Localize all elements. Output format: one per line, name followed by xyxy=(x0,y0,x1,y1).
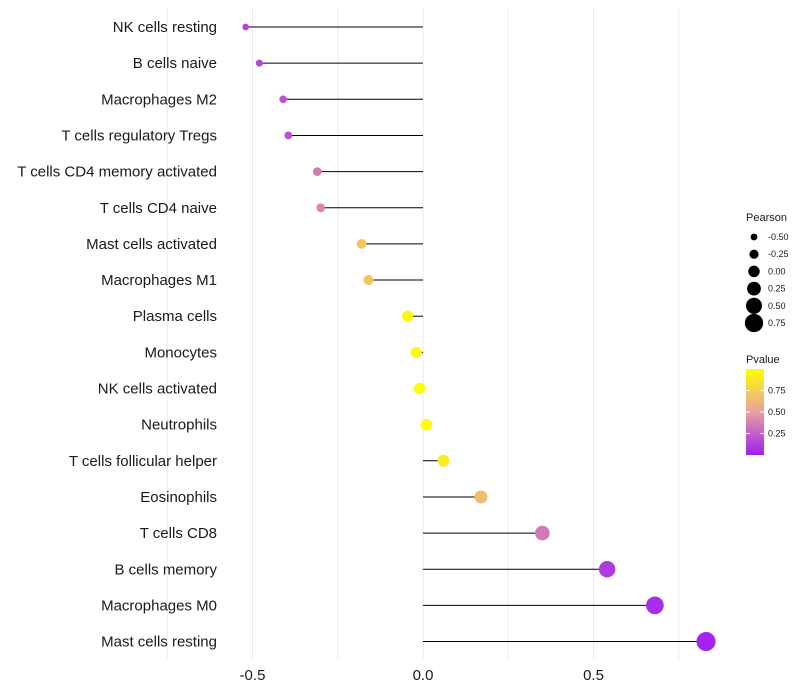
data-point xyxy=(598,561,616,578)
legend-pvalue: Pvalue 0.25 0.50 0.75 xyxy=(746,354,786,455)
category-label: NK cells activated xyxy=(98,381,217,398)
category-label: T cells regulatory Tregs xyxy=(61,127,217,144)
category-label: Mast cells resting xyxy=(101,634,217,651)
legend-pearson-label: -0.50 xyxy=(768,232,789,242)
legend-pvalue-title: Pvalue xyxy=(746,354,780,366)
legend-pvalue-colorbar xyxy=(746,369,764,455)
data-point xyxy=(474,490,488,504)
category-label: Macrophages M2 xyxy=(101,91,217,108)
dots xyxy=(242,23,716,652)
legend-pearson-key xyxy=(750,233,758,241)
legend-pvalue-label: 0.50 xyxy=(768,407,786,417)
category-label: Macrophages M0 xyxy=(101,597,217,614)
category-label: Macrophages M1 xyxy=(101,272,217,289)
data-point xyxy=(420,418,433,431)
x-tick-label: -0.5 xyxy=(240,667,266,684)
legend-pvalue-label: 0.25 xyxy=(768,429,786,439)
category-label: T cells follicular helper xyxy=(69,453,217,470)
category-label: Mast cells activated xyxy=(86,236,217,253)
data-point xyxy=(696,632,716,652)
category-labels: NK cells resting B cells naive Macrophages… xyxy=(17,19,217,651)
legend-pearson-key xyxy=(749,249,759,259)
data-point xyxy=(646,596,664,615)
category-label: Neutrophils xyxy=(141,417,217,434)
category-label: B cells naive xyxy=(133,55,217,72)
legend-pearson-key xyxy=(747,281,761,296)
category-label: Eosinophils xyxy=(140,489,217,506)
legend-pearson-label: 0.75 xyxy=(768,318,786,328)
data-point xyxy=(255,59,263,67)
data-point xyxy=(535,525,550,541)
category-label: Plasma cells xyxy=(133,308,217,325)
x-axis: -0.5 0.0 0.5 xyxy=(240,667,604,684)
data-point xyxy=(242,23,250,31)
category-label: Monocytes xyxy=(144,344,217,361)
data-point xyxy=(437,454,450,467)
x-tick-label: 0.0 xyxy=(413,667,434,684)
grid xyxy=(166,8,680,660)
data-point xyxy=(402,310,414,322)
data-point xyxy=(356,238,367,249)
legend-pearson: Pearson -0.50 -0.25 0.00 0.25 0.50 0.75 xyxy=(744,212,789,333)
data-point xyxy=(279,95,288,104)
legend-pearson-key xyxy=(744,313,764,333)
data-point xyxy=(413,382,426,395)
data-point xyxy=(316,203,326,213)
category-label: B cells memory xyxy=(114,561,217,578)
x-tick-label: 0.5 xyxy=(583,667,604,684)
data-point xyxy=(410,346,422,358)
category-label: T cells CD4 memory activated xyxy=(17,164,217,181)
data-point xyxy=(363,275,374,286)
legend-pearson-label: -0.25 xyxy=(768,249,789,259)
data-point xyxy=(284,131,293,140)
category-label: NK cells resting xyxy=(113,19,217,36)
legend-pearson-key xyxy=(745,297,763,314)
legend-pearson-label: 0.50 xyxy=(768,301,786,311)
legend-pvalue-label: 0.75 xyxy=(768,386,786,396)
data-point xyxy=(312,167,322,176)
legend-pearson-label: 0.25 xyxy=(768,284,786,294)
legend-pearson-label: 0.00 xyxy=(768,266,786,276)
category-label: T cells CD8 xyxy=(140,525,217,542)
category-label: T cells CD4 naive xyxy=(100,200,217,217)
stems xyxy=(245,26,707,643)
legend-pearson-key xyxy=(748,265,760,278)
legend-pearson-title: Pearson xyxy=(746,212,787,224)
